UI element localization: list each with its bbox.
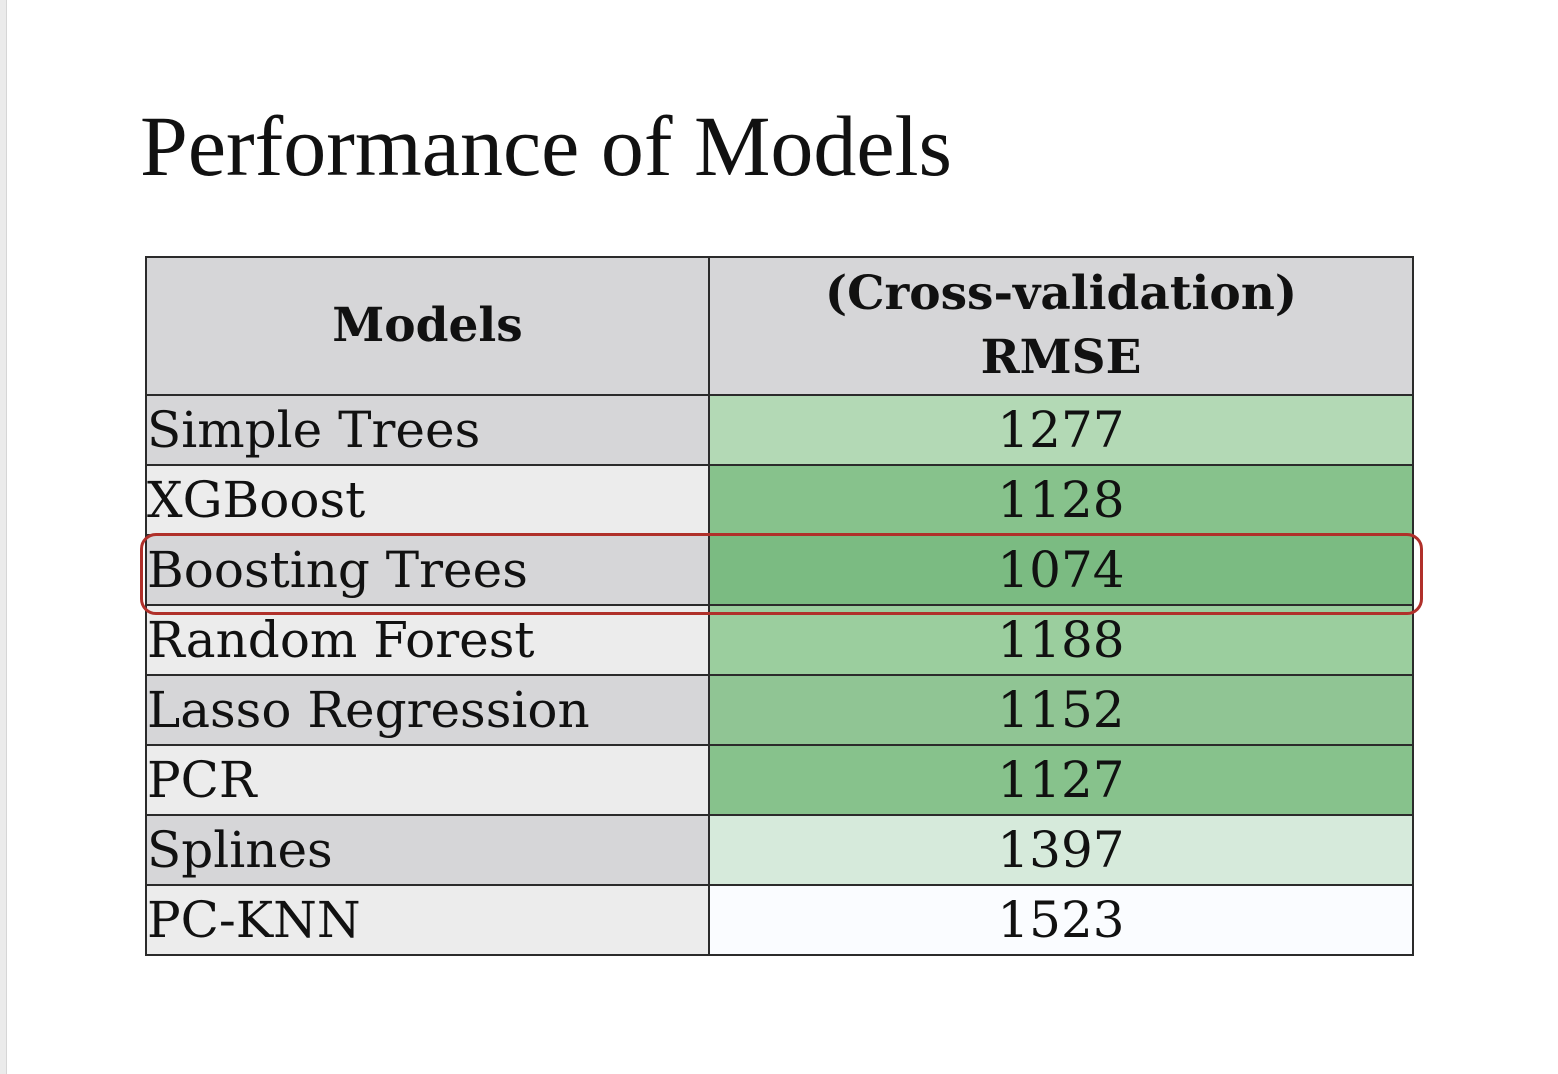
model-name-cell: Splines (145, 814, 710, 886)
model-name-cell: PCR (145, 744, 710, 816)
rmse-value-cell: 1074 (708, 534, 1414, 606)
table-row: Lasso Regression 1152 (145, 674, 1414, 746)
slide-title: Performance of Models (140, 98, 952, 194)
model-name-cell: PC-KNN (145, 884, 710, 956)
header-rmse: (Cross-validation) RMSE (708, 256, 1414, 396)
table-row: PCR 1127 (145, 744, 1414, 816)
slide-left-edge (0, 0, 7, 1074)
table-row: Random Forest 1188 (145, 604, 1414, 676)
model-name-cell: Lasso Regression (145, 674, 710, 746)
model-name-cell: Simple Trees (145, 394, 710, 466)
table-row: Boosting Trees 1074 (145, 534, 1414, 606)
rmse-value-cell: 1152 (708, 674, 1414, 746)
table-row: PC-KNN 1523 (145, 884, 1414, 956)
rmse-value-cell: 1397 (708, 814, 1414, 886)
header-rmse-line1: (Cross-validation) (824, 266, 1298, 321)
table-row: Splines 1397 (145, 814, 1414, 886)
header-rmse-line2: RMSE (980, 330, 1142, 385)
model-name-cell: Boosting Trees (145, 534, 710, 606)
rmse-value-cell: 1277 (708, 394, 1414, 466)
rmse-value-cell: 1127 (708, 744, 1414, 816)
table-header-row: Models (Cross-validation) RMSE (145, 256, 1414, 396)
model-name-cell: XGBoost (145, 464, 710, 536)
rmse-value-cell: 1523 (708, 884, 1414, 956)
rmse-value-cell: 1128 (708, 464, 1414, 536)
model-name-cell: Random Forest (145, 604, 710, 676)
table-row: Simple Trees 1277 (145, 394, 1414, 466)
header-models: Models (145, 256, 710, 396)
table-row: XGBoost 1128 (145, 464, 1414, 536)
rmse-value-cell: 1188 (708, 604, 1414, 676)
model-performance-table: Models (Cross-validation) RMSE Simple Tr… (145, 256, 1414, 956)
